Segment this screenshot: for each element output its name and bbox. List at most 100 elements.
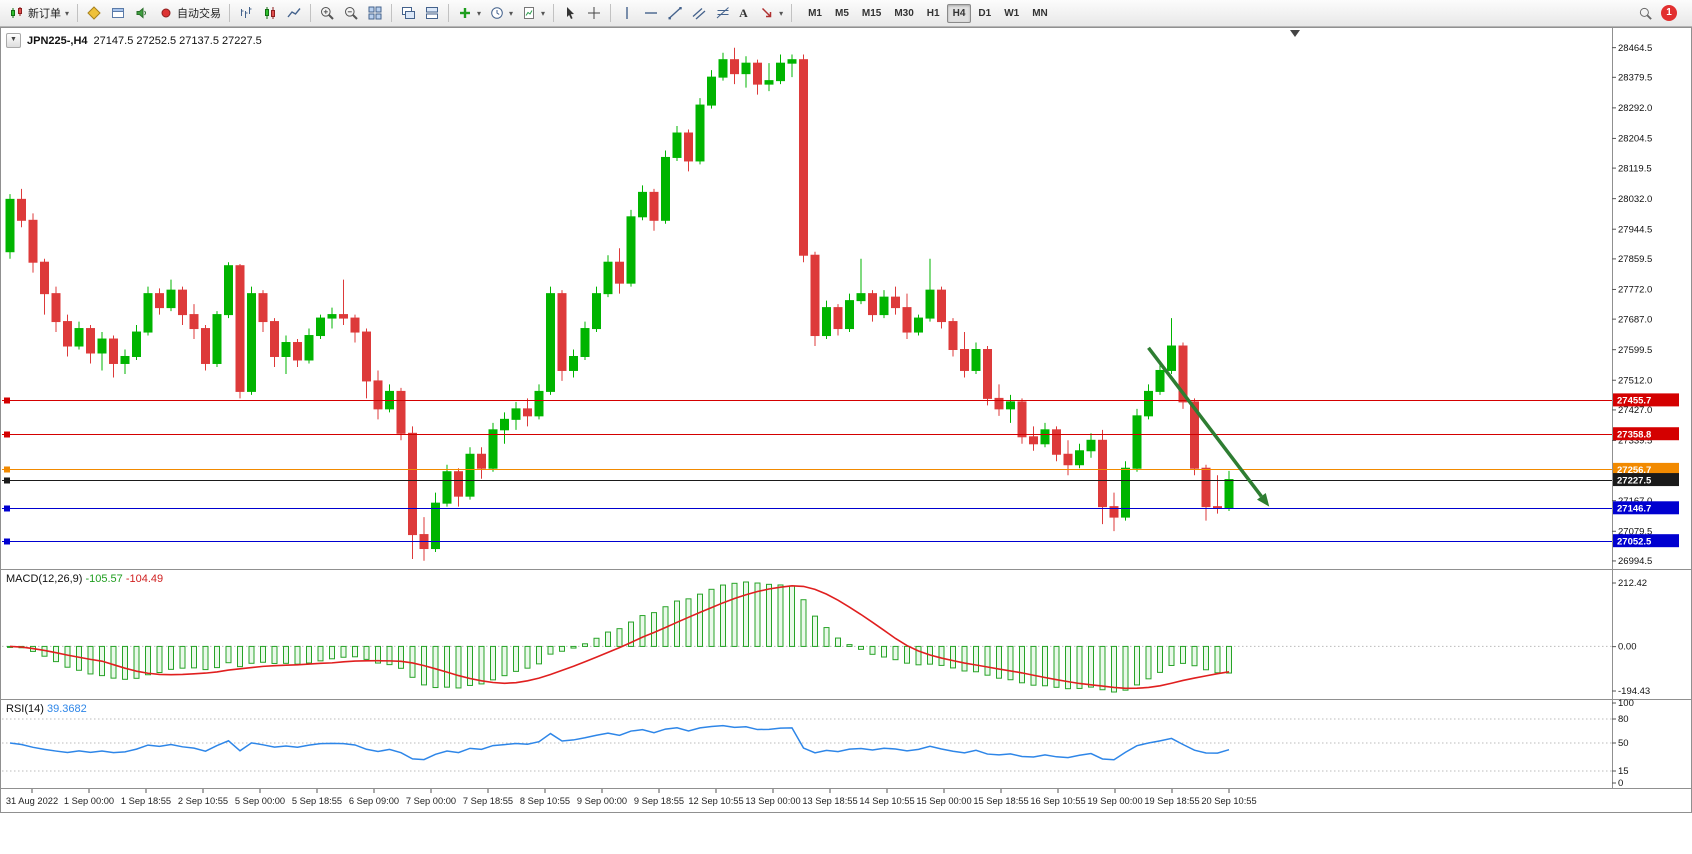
macd-histogram-bar: [363, 645, 370, 660]
macd-histogram-bar: [823, 627, 830, 647]
main-toolbar: 新订单 ▾ 自动交易: [0, 0, 1692, 27]
draw-channel-button[interactable]: [687, 2, 711, 24]
candle: [684, 132, 693, 162]
timeframe-button-m15[interactable]: M15: [856, 4, 887, 23]
macd-histogram-bar: [294, 645, 301, 665]
candle: [396, 390, 406, 434]
candle: [442, 471, 452, 504]
cascade-windows-button[interactable]: [396, 2, 420, 24]
price-line-handle[interactable]: [4, 397, 10, 404]
timeframe-button-m30[interactable]: M30: [888, 4, 919, 23]
zoom-out-icon: [345, 7, 358, 20]
macd-histogram-bar: [225, 645, 232, 664]
macd-histogram-bar: [432, 645, 439, 689]
one-click-trading-toggle[interactable]: ▼: [6, 33, 21, 48]
add-indicator-button[interactable]: ▾: [453, 2, 485, 24]
bar-chart-mode-button[interactable]: [234, 2, 258, 24]
price-axis-label: 28379.5: [1618, 73, 1652, 84]
timeframe-button-d1[interactable]: D1: [972, 4, 997, 23]
macd-histogram-bar: [547, 645, 554, 655]
candle: [247, 293, 256, 392]
timeframe-button-h4[interactable]: H4: [946, 3, 972, 23]
candle: [799, 59, 808, 256]
macd-signal-value: -104.49: [125, 573, 164, 585]
tile-windows-button[interactable]: [363, 2, 387, 24]
cursor-icon: [567, 7, 575, 19]
period-button[interactable]: ▾: [485, 2, 517, 24]
price-tag: [1613, 427, 1679, 441]
arrange-windows-button[interactable]: [420, 2, 444, 24]
sound-button[interactable]: [130, 2, 154, 24]
candle: [1109, 506, 1119, 518]
candle: [270, 321, 279, 357]
price-line-handle[interactable]: [4, 466, 10, 473]
macd-histogram-bar: [398, 645, 404, 669]
data-window-button[interactable]: [106, 2, 130, 24]
candle: [86, 328, 95, 354]
candle: [971, 349, 981, 371]
candle: [960, 349, 969, 371]
candle: [730, 59, 739, 75]
add-indicator-icon: [460, 8, 471, 18]
macd-histogram-bar: [731, 582, 738, 647]
candle: [1178, 345, 1188, 403]
draw-trendline-button[interactable]: [663, 2, 687, 24]
new-order-button[interactable]: 新订单 ▾: [5, 2, 73, 24]
macd-histogram-bar: [64, 645, 71, 668]
text-tool-icon: A: [739, 5, 748, 20]
candle: [822, 307, 831, 337]
cursor-tool-button[interactable]: [558, 2, 582, 24]
rsi-axis-label: 80: [1618, 714, 1629, 725]
draw-text-button[interactable]: A: [735, 2, 755, 24]
price-line-handle[interactable]: [4, 538, 10, 545]
candlestick-mode-button[interactable]: [258, 2, 282, 24]
arrange-windows-icon: [426, 7, 439, 19]
candle: [166, 289, 176, 309]
chart-shift-marker[interactable]: [1290, 30, 1300, 37]
crosshair-icon: [588, 7, 601, 19]
auto-trading-button[interactable]: 自动交易: [154, 2, 225, 24]
macd-axis-label: 212.42: [1618, 578, 1647, 589]
horizontal-line-icon: [645, 12, 658, 14]
price-axis-label: 27079.5: [1618, 526, 1652, 537]
price-tag: [1613, 393, 1679, 407]
macd-histogram-bar: [1088, 645, 1094, 688]
zoom-in-button[interactable]: [315, 2, 339, 24]
candle: [189, 314, 199, 330]
candle: [74, 328, 84, 347]
timeframe-button-w1[interactable]: W1: [998, 4, 1025, 23]
price-line-handle[interactable]: [4, 505, 10, 512]
timeframe-button-m1[interactable]: M1: [802, 4, 828, 23]
price-line-handle[interactable]: [4, 431, 10, 438]
macd-histogram-bar: [1030, 645, 1037, 686]
candle: [132, 331, 141, 357]
timeframe-button-h1[interactable]: H1: [921, 4, 946, 23]
draw-hline-button[interactable]: [639, 2, 663, 24]
candle: [1167, 345, 1176, 371]
draw-arrows-button[interactable]: ▾: [755, 2, 787, 24]
candle: [879, 296, 889, 316]
macd-histogram-bar: [904, 645, 910, 664]
macd-histogram-bar: [237, 645, 243, 668]
notification-badge[interactable]: 1: [1661, 5, 1677, 21]
timeframe-button-m5[interactable]: M5: [829, 4, 855, 23]
price-line-handle[interactable]: [4, 477, 10, 484]
trend-arrow[interactable]: [1147, 346, 1263, 498]
zoom-out-button[interactable]: [339, 2, 363, 24]
macd-histogram-bar: [685, 598, 692, 647]
crosshair-tool-button[interactable]: [582, 2, 606, 24]
line-chart-mode-button[interactable]: [282, 2, 306, 24]
template-button[interactable]: ▾: [517, 2, 549, 24]
time-axis-label: 7 Sep 00:00: [406, 796, 456, 806]
candle: [948, 321, 958, 351]
draw-vline-button[interactable]: [615, 2, 639, 24]
search-button[interactable]: [1634, 2, 1657, 24]
time-axis-label: 15 Sep 18:55: [973, 796, 1028, 806]
macd-histogram-bar: [559, 645, 565, 652]
candle: [511, 408, 521, 420]
draw-fibonacci-button[interactable]: [711, 2, 735, 24]
price-axis-label: 26994.5: [1618, 556, 1652, 567]
market-watch-button[interactable]: [82, 2, 106, 24]
timeframe-button-mn[interactable]: MN: [1026, 4, 1054, 23]
